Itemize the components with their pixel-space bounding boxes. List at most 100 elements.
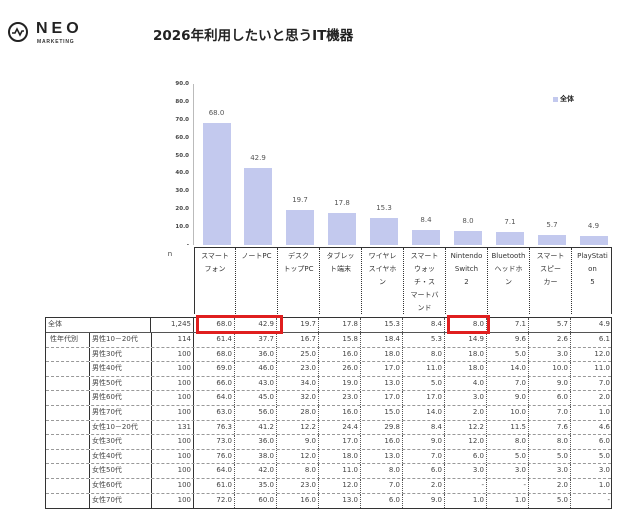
cell-value: 5.0: [598, 451, 610, 460]
bar: [496, 232, 524, 245]
highlight-box-pc-smartphone: [196, 315, 283, 334]
table-row: 男性70代 100 63.0 56.0 28.0 16.0 15.0 14.0 2.0 10.0 7…: [46, 405, 611, 421]
cell-value: 1.0: [598, 480, 610, 489]
cell-value: 36.0: [235, 347, 277, 362]
cell-value: 3.0: [598, 466, 610, 475]
cell-value: 42.9: [235, 318, 277, 332]
group-cell: [46, 464, 89, 478]
column-header: デスク トップPC: [278, 248, 320, 314]
bar: [412, 229, 440, 245]
data-table: 性年代別 全体 1,245 68.0 42.9 19.7 17.8 15.3 8.4 8.0 7.…: [45, 317, 612, 510]
cell-value: 3.0: [445, 464, 487, 478]
table-row: 女性60代 100 61.0 35.0 23.0 12.0 7.0 2.0- -2.0 1.0: [46, 478, 611, 494]
cell-value: 11.0: [594, 364, 610, 373]
bar-value-label: 7.1: [504, 218, 516, 227]
cell-value: 6.0: [598, 437, 610, 446]
wave-circle-icon: [8, 22, 28, 42]
y-tick-label: 90.0: [175, 81, 189, 87]
cell-value: 24.4: [319, 420, 361, 435]
cell-value: 4.6: [598, 422, 610, 431]
cell-value: 3.0: [529, 347, 571, 362]
cell-value: 2.0: [445, 405, 487, 420]
cell-value: 17.0: [361, 391, 403, 405]
bar-value-label: 68.0: [208, 109, 225, 118]
cell-value: 12.0: [277, 449, 319, 464]
column-header: Nintendo Switch 2: [446, 248, 488, 314]
cell-value: 8.0: [487, 435, 529, 449]
cell-value: 7.0: [487, 376, 529, 391]
row-label: 男性50代: [89, 376, 151, 391]
cell-value: 3.0: [529, 464, 571, 478]
bar-value-label: 5.7: [546, 220, 558, 229]
cell-value: 6.0: [529, 391, 571, 405]
cell-value: 5.0: [529, 493, 571, 509]
cell-value: 1.0: [445, 493, 487, 509]
group-cell: [46, 435, 89, 449]
cell-value: 68.0: [194, 318, 235, 332]
row-n: 100: [151, 376, 194, 391]
cell-value: 6.0: [445, 449, 487, 464]
cell-value: 9.0: [529, 376, 571, 391]
y-tick-label: 50.0: [175, 152, 189, 159]
cell-value: 64.0: [194, 391, 235, 405]
row-label: 女性50代: [89, 464, 151, 478]
cell-value: 64.0: [194, 464, 235, 478]
highlight-box-switch2: [447, 315, 490, 334]
cell-value: 16.0: [319, 347, 361, 362]
cell-value: 8.0: [361, 464, 403, 478]
table-row: 男性40代 100 69.0 46.0 23.0 26.0 17.0 11.0 18.0 14.0…: [46, 362, 611, 377]
y-tick-label: 30.0: [175, 188, 189, 195]
cell-value: 19.7: [277, 318, 319, 332]
cell-value: 5.0: [487, 449, 529, 464]
cell-value: 61.4: [194, 333, 235, 347]
cell-value: 12.0: [445, 435, 487, 449]
y-tick-label: 10.0: [175, 224, 189, 231]
group-cell: [46, 348, 89, 362]
cell-value: 8.0: [403, 347, 445, 362]
cell-value: 16.7: [277, 333, 319, 347]
cell-value: 28.0: [277, 405, 319, 420]
cell-value: 5.0: [529, 449, 571, 464]
cell-value: 18.0: [445, 347, 487, 362]
cell-value: 60.0: [235, 493, 277, 509]
bar-value-label: 4.9: [587, 222, 600, 231]
row-label: 女性40代: [89, 449, 151, 464]
cell-value: 29.8: [361, 420, 403, 435]
cell-value: 23.0: [277, 478, 319, 493]
group-cell: [46, 421, 89, 435]
row-n: 114: [151, 333, 194, 347]
group-cell: [46, 333, 89, 347]
bar-value-label: 19.7: [292, 195, 308, 204]
row-label: 男性40代: [89, 362, 151, 376]
cell-value: 43.0: [235, 376, 277, 391]
cell-value: 19.0: [319, 376, 361, 391]
cell-value: 13.0: [361, 376, 403, 391]
cell-value: 5.7: [529, 318, 571, 332]
row-label: 女性30代: [89, 435, 151, 449]
y-tick-label: 20.0: [175, 206, 189, 213]
cell-value: 18.0: [319, 449, 361, 464]
cell-value: 11.5: [487, 420, 529, 435]
row-label: 全体: [46, 318, 151, 332]
cell-value: 45.0: [235, 391, 277, 405]
group-cell: [46, 479, 89, 493]
chart-legend: 全体: [553, 94, 574, 104]
bar-value-label: 15.3: [376, 203, 392, 212]
cell-value: 12.2: [277, 420, 319, 435]
bar: [538, 234, 566, 245]
cell-value: 68.0: [194, 347, 235, 362]
cell-value: -: [607, 495, 610, 504]
legend-label: 全体: [560, 95, 574, 103]
bar-value-label: 8.4: [420, 215, 432, 224]
cell-value: 25.0: [277, 347, 319, 362]
cell-value: 69.0: [194, 362, 235, 376]
bar: [286, 209, 314, 245]
group-cell: [46, 406, 89, 420]
n-column-header: n: [167, 250, 173, 258]
row-label: 女性60代: [89, 478, 151, 493]
cell-value: 41.2: [235, 420, 277, 435]
cell-value: 8.4: [403, 420, 445, 435]
y-tick-label: 80.0: [175, 98, 189, 105]
row-n: 1,245: [151, 318, 194, 332]
cell-value: 7.1: [487, 318, 529, 332]
